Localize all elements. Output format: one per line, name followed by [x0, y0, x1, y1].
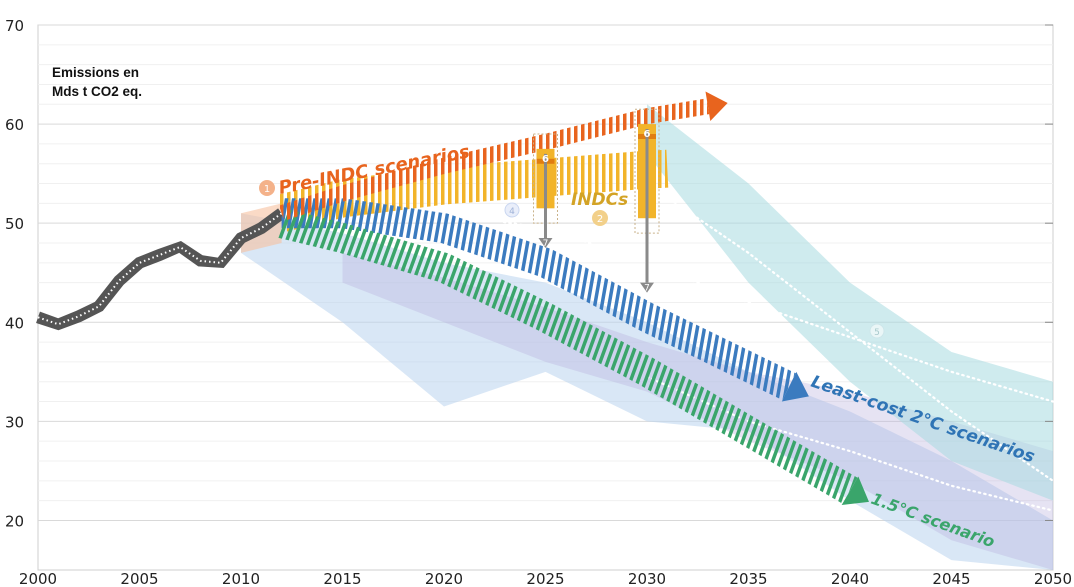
- x-tick-2045: 2045: [932, 570, 970, 587]
- annotation-number-1: 1: [264, 184, 270, 195]
- annotation-marker-5: [869, 323, 885, 339]
- marker-arrow-2030: [640, 282, 654, 293]
- x-tick-2025: 2025: [526, 570, 564, 587]
- series-layer: [36, 91, 869, 505]
- annotation-number-6-2030: 6: [644, 129, 651, 140]
- annotation-number-6-2025: 6: [542, 154, 549, 165]
- series-pre-indc: [279, 98, 710, 221]
- x-tick-2050: 2050: [1034, 570, 1072, 587]
- y-axis-label-line-1: Emissions en: [52, 65, 139, 80]
- y-tick-50: 50: [5, 215, 24, 233]
- x-tick-2005: 2005: [120, 570, 158, 587]
- arrow-pre-indc: [705, 91, 728, 122]
- x-tick-2010: 2010: [222, 570, 260, 587]
- y-tick-30: 30: [5, 413, 24, 431]
- x-tick-2035: 2035: [729, 570, 767, 587]
- median-teal-dotted: [645, 182, 1055, 482]
- annotation-number-2: 2: [597, 214, 603, 225]
- series-least-cost-2c: [281, 198, 796, 401]
- y-tick-40: 40: [5, 314, 24, 332]
- label-indcs: INDCs: [571, 190, 628, 210]
- arrow-1-5c: [841, 476, 869, 505]
- y-tick-60: 60: [5, 116, 24, 134]
- series-historical-band: [36, 208, 286, 331]
- annotation-number-7-2030: 7: [644, 284, 650, 294]
- y-tick-20: 20: [5, 512, 24, 530]
- markers-layer: 6 7 6 7: [533, 108, 660, 294]
- median-upper-dotted: [442, 212, 1055, 403]
- x-tick-2000: 2000: [19, 570, 57, 587]
- annotation-number-5: 5: [874, 328, 880, 338]
- arrow-least-cost-2c: [781, 371, 809, 402]
- annotation-number-4: 4: [509, 207, 515, 217]
- y-tick-70: 70: [5, 17, 24, 35]
- x-tick-2040: 2040: [831, 570, 869, 587]
- annotation-number-7-2025: 7: [543, 239, 549, 249]
- marker-arrow-2025: [538, 238, 553, 249]
- x-tick-2015: 2015: [323, 570, 361, 587]
- annotation-marker-1: [259, 180, 275, 196]
- y-axis-label-line-2: Mds t CO2 eq.: [52, 84, 142, 99]
- range-teal-band: [647, 104, 1053, 501]
- series-1-5c: [278, 208, 858, 504]
- annotation-marker-2: [592, 210, 608, 226]
- marker-outline-2030: [634, 108, 660, 234]
- x-tick-2030: 2030: [628, 570, 666, 587]
- annotation-marker-4: [504, 202, 520, 218]
- x-tick-2020: 2020: [425, 570, 463, 587]
